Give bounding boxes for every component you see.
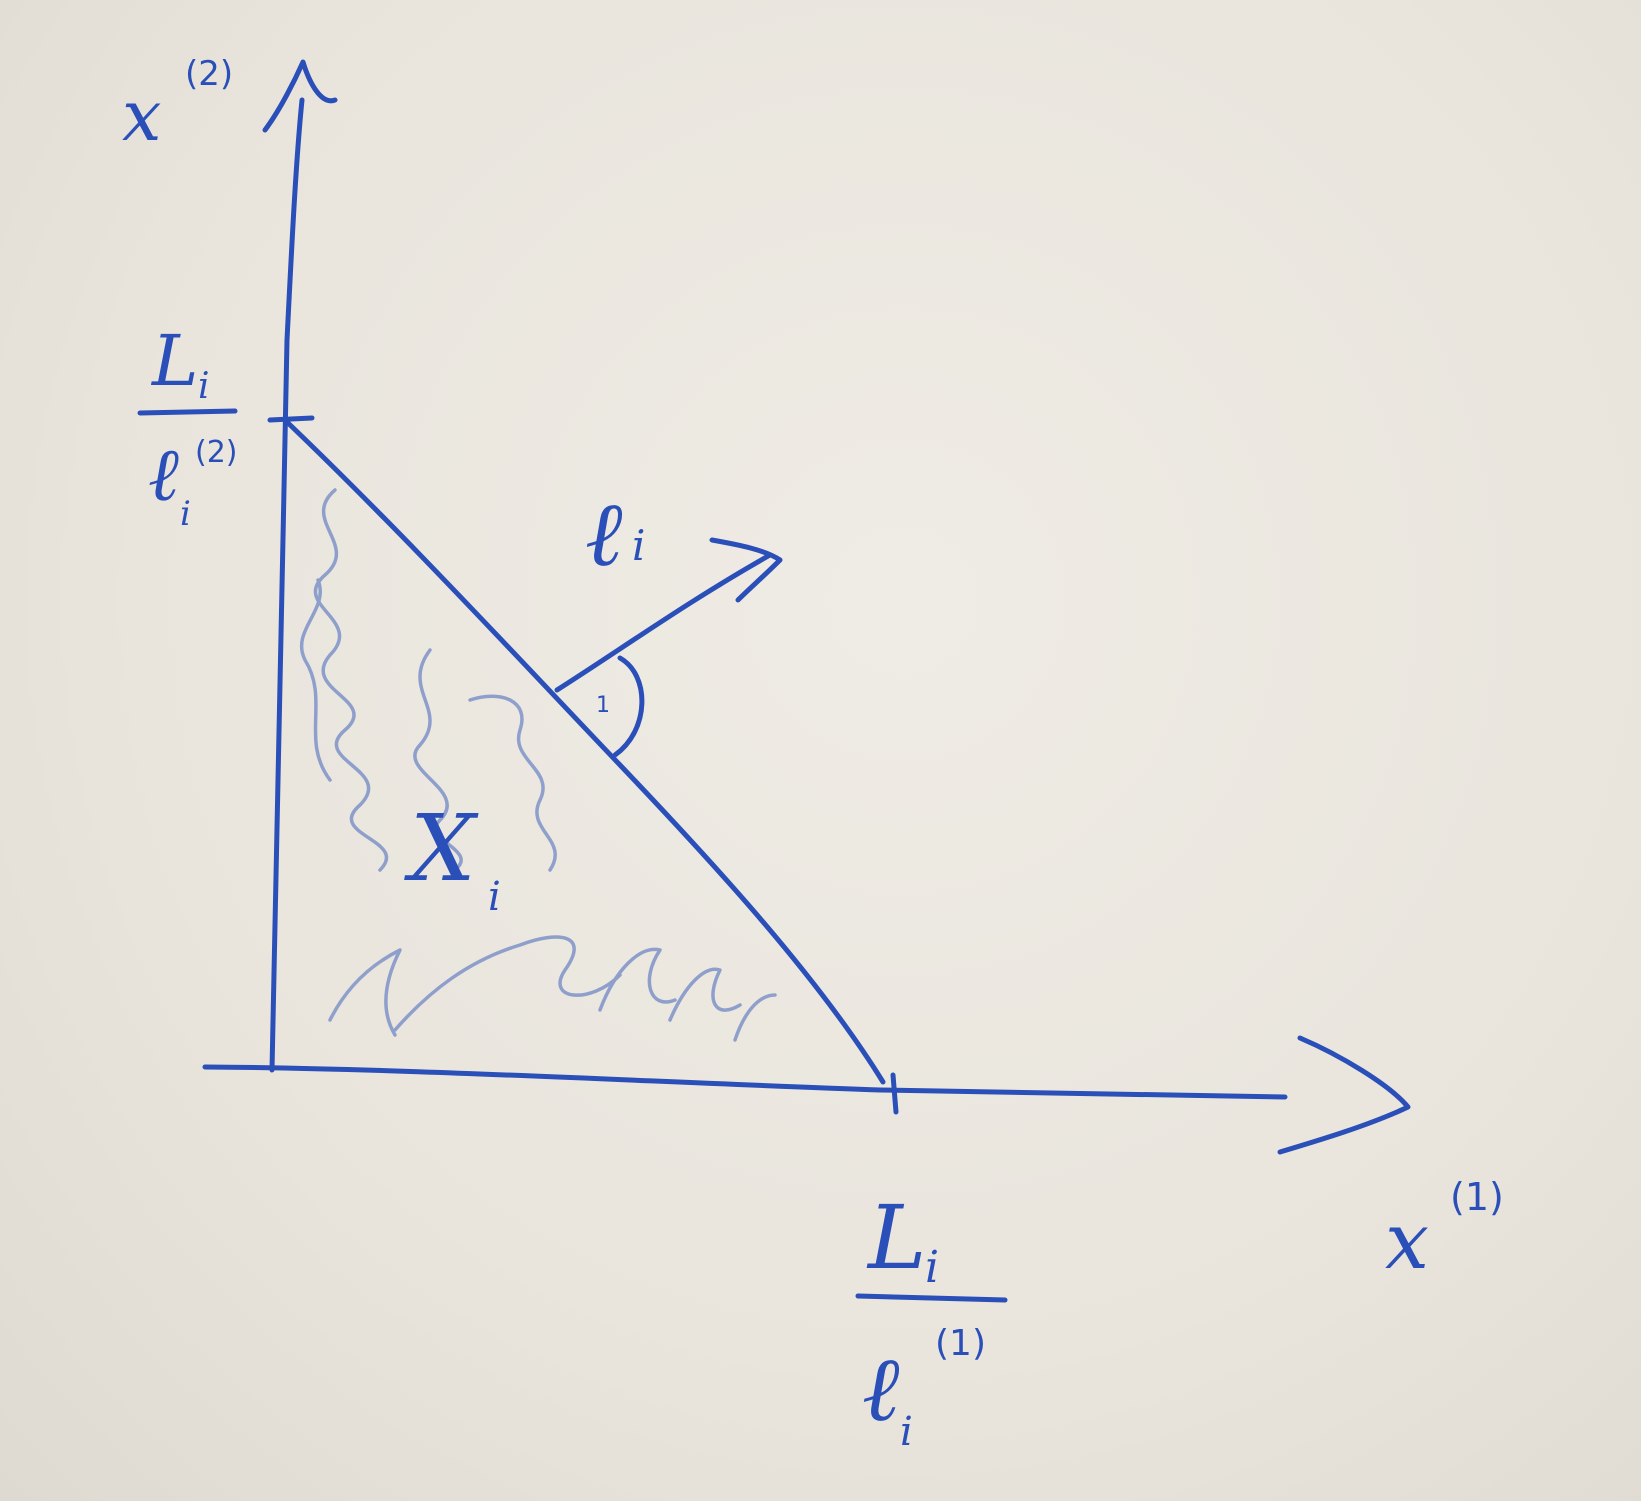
x-axis-label: x (1) — [1385, 1175, 1504, 1287]
x-intercept-tick — [890, 1072, 899, 1115]
right-angle-mark: 1 — [596, 693, 610, 718]
svg-text:i: i — [180, 494, 191, 534]
svg-text:(1): (1) — [1450, 1175, 1504, 1219]
budget-line-group — [267, 415, 899, 1115]
svg-text:i: i — [925, 1242, 939, 1293]
svg-text:(2): (2) — [195, 435, 238, 470]
normal-vector-group — [554, 537, 783, 758]
svg-text:X: X — [404, 795, 479, 902]
budget-line — [284, 419, 886, 1085]
svg-text:i: i — [900, 1409, 913, 1455]
svg-text:(1): (1) — [935, 1323, 986, 1364]
region-label: X i — [404, 795, 501, 920]
y-intercept-fraction-bar — [137, 408, 238, 416]
y-axis-arrowhead — [262, 59, 338, 133]
x-intercept-fraction-bar — [855, 1293, 1008, 1303]
y-intercept-label: L i ℓ i (2) — [137, 320, 238, 534]
svg-text:ℓ: ℓ — [862, 1337, 900, 1442]
normal-vector-label: ℓ i — [585, 482, 645, 587]
svg-text:ℓ: ℓ — [148, 432, 179, 518]
right-angle-arc — [612, 655, 645, 758]
svg-text:i: i — [198, 366, 210, 407]
y-axis-label: x (2) — [122, 54, 233, 157]
svg-text:x: x — [1385, 1197, 1429, 1287]
x-axis — [202, 1064, 1288, 1100]
axes — [202, 59, 1411, 1155]
x-intercept-label: L i ℓ i (1) — [855, 1186, 1008, 1455]
y-intercept-tick — [267, 415, 315, 423]
svg-text:i: i — [488, 874, 501, 920]
x-axis-arrowhead — [1277, 1035, 1411, 1155]
svg-text:L: L — [866, 1186, 926, 1289]
normal-vector-shaft — [554, 552, 773, 693]
svg-text:ℓ: ℓ — [585, 482, 623, 587]
svg-text:i: i — [632, 521, 645, 570]
y-axis — [269, 97, 305, 1073]
region-hatching — [299, 488, 777, 1042]
svg-text:(2): (2) — [185, 54, 233, 94]
normal-vector-arrowhead — [709, 537, 783, 603]
svg-text:L: L — [150, 320, 198, 402]
svg-text:x: x — [122, 75, 161, 157]
